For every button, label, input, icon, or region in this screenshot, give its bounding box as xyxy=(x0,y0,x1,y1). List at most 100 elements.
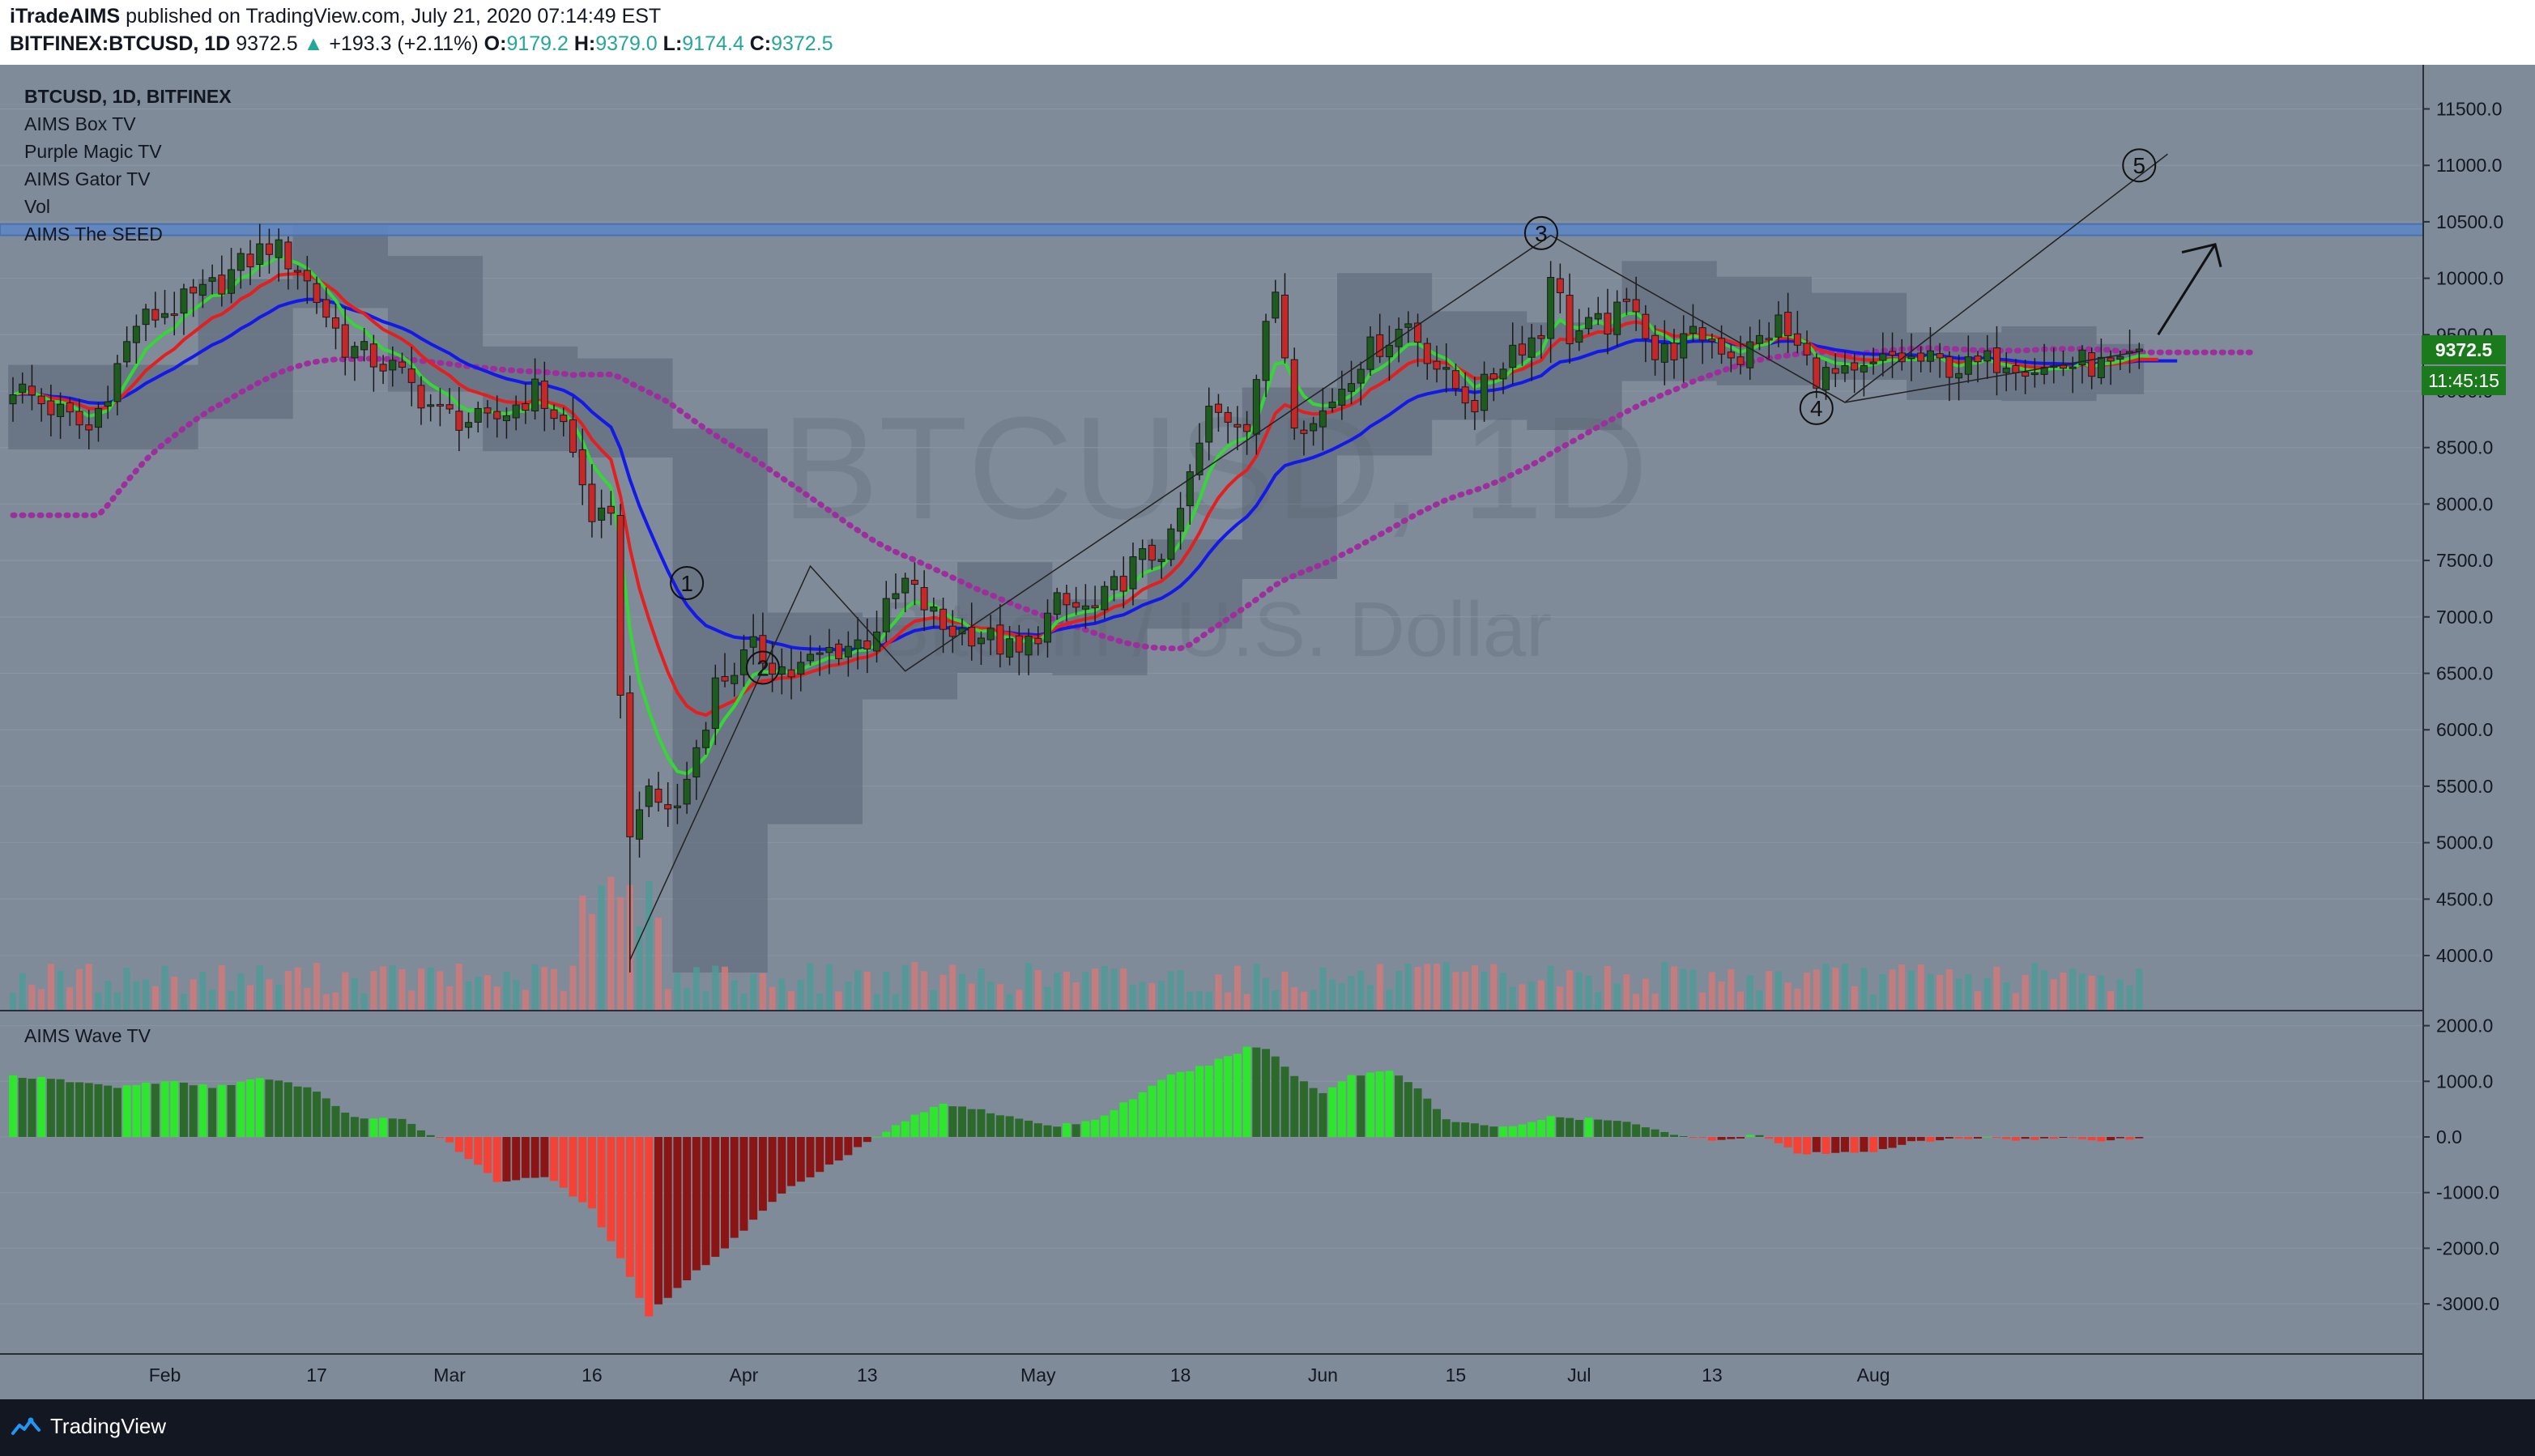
wave-label-circle xyxy=(670,565,705,600)
volume-bar xyxy=(1680,969,1687,1011)
volume-bar xyxy=(1177,970,1184,1011)
candle-body xyxy=(1195,442,1204,475)
candle-body xyxy=(588,483,596,522)
volume-bar xyxy=(816,994,824,1011)
legend-purple-magic[interactable]: Purple Magic TV xyxy=(24,141,162,162)
volume-bar xyxy=(1101,965,1108,1011)
candle-body xyxy=(28,385,36,396)
volume-bar xyxy=(949,964,956,1011)
candle-body xyxy=(104,401,112,407)
wave-histogram-bar xyxy=(597,1137,606,1228)
volume-bar xyxy=(1661,962,1668,1011)
volume-bar xyxy=(1139,981,1146,1011)
volume-bar xyxy=(2116,979,2124,1011)
last-price-label: 9372.5 xyxy=(2422,335,2506,364)
legend-aims-seed[interactable]: AIMS The SEED xyxy=(24,224,163,245)
candle-body xyxy=(1272,292,1280,319)
wave-histogram-bar xyxy=(1974,1137,1983,1139)
wave-histogram-bar xyxy=(673,1137,682,1288)
price-tick-label: 4000.0 xyxy=(2436,945,2493,966)
publisher-name[interactable]: iTradeAIMS xyxy=(10,5,121,28)
candle-body xyxy=(1167,528,1175,560)
wave-histogram-bar xyxy=(122,1085,131,1137)
legend-vol[interactable]: Vol xyxy=(24,196,50,217)
volume-bar xyxy=(1585,975,1592,1011)
change-arrow-icon: ▲ xyxy=(303,32,324,55)
volume-bar xyxy=(522,990,529,1011)
wave-histogram-bar xyxy=(1641,1127,1650,1137)
candle-body xyxy=(379,364,387,372)
volume-bar xyxy=(1671,966,1677,1011)
wave-histogram-bar xyxy=(910,1114,919,1137)
volume-bar xyxy=(1452,972,1459,1011)
candle-body xyxy=(47,400,55,415)
volume-bar xyxy=(1737,991,1745,1011)
candle-body xyxy=(1461,386,1469,404)
wave-histogram-bar xyxy=(2077,1137,2086,1139)
candle-body xyxy=(1765,338,1773,341)
candle-body xyxy=(208,277,216,282)
volume-bar xyxy=(332,992,339,1011)
candle-body xyxy=(1907,355,1915,360)
wave-histogram-bar xyxy=(1546,1116,1555,1137)
volume-bar xyxy=(1272,990,1279,1011)
candle-body xyxy=(256,243,264,266)
candle-body xyxy=(1129,556,1137,590)
candle-body xyxy=(1414,322,1422,343)
wave-histogram-bar xyxy=(1878,1137,1887,1149)
candle-body xyxy=(1755,334,1763,344)
legend-aims-box[interactable]: AIMS Box TV xyxy=(24,113,136,134)
volume-bar xyxy=(1509,986,1516,1011)
candle-body xyxy=(1926,350,1934,362)
volume-bar xyxy=(2003,982,2010,1011)
wave-histogram-bar xyxy=(1831,1137,1840,1153)
candle-body xyxy=(1252,379,1260,435)
candle-body xyxy=(1015,635,1023,653)
wave-histogram-bar xyxy=(854,1137,863,1147)
wave-histogram-bar xyxy=(578,1137,587,1203)
publish-header: iTradeAIMS published on TradingView.com,… xyxy=(0,0,2535,65)
wave-histogram-bar xyxy=(1651,1129,1659,1137)
volume-bar xyxy=(57,970,64,1011)
candle-body xyxy=(236,253,245,271)
volume-bar xyxy=(1481,972,1488,1011)
wave-histogram-bar xyxy=(1252,1047,1261,1137)
candle-body xyxy=(284,241,292,270)
aims-box xyxy=(198,279,293,419)
volume-bar xyxy=(1110,969,1118,1011)
candle-body xyxy=(1451,370,1459,390)
wave-histogram-bar xyxy=(1081,1121,1090,1137)
legend-aims-wave[interactable]: AIMS Wave TV xyxy=(24,1025,151,1046)
open-value: 9179.2 xyxy=(506,32,569,55)
volume-bar xyxy=(1746,975,1753,1011)
tradingview-logo[interactable]: TradingView xyxy=(11,1414,166,1439)
volume-bar xyxy=(1983,978,1991,1011)
last-value: 9372.5 xyxy=(236,32,298,55)
volume-bar xyxy=(807,963,814,1011)
candle-body xyxy=(2012,365,2020,373)
candle-body xyxy=(275,239,283,258)
candle-body xyxy=(1632,299,1640,313)
volume-bar xyxy=(493,986,501,1011)
wave-histogram-bar xyxy=(1395,1075,1404,1137)
volume-bar xyxy=(1718,981,1725,1011)
wave-histogram-bar xyxy=(977,1109,986,1137)
candle-body xyxy=(2030,373,2039,376)
volume-bar xyxy=(722,966,728,1011)
candle-body xyxy=(1727,351,1735,359)
volume-bar xyxy=(759,973,766,1011)
volume-bar xyxy=(1642,978,1649,1011)
volume-bar xyxy=(607,876,615,1011)
wave-histogram-bar xyxy=(1385,1071,1394,1137)
wave-histogram-bar xyxy=(1404,1082,1412,1137)
volume-bar xyxy=(702,990,709,1011)
volume-bar xyxy=(2022,975,2029,1011)
wave-histogram-bar xyxy=(1214,1058,1223,1137)
wave-histogram-bar xyxy=(986,1113,995,1137)
wave-histogram-bar xyxy=(255,1078,264,1137)
legend-aims-gator[interactable]: AIMS Gator TV xyxy=(24,168,151,189)
wave-histogram-bar xyxy=(1594,1119,1603,1137)
wave-histogram-bar xyxy=(1850,1137,1859,1153)
volume-bar xyxy=(1575,972,1583,1011)
